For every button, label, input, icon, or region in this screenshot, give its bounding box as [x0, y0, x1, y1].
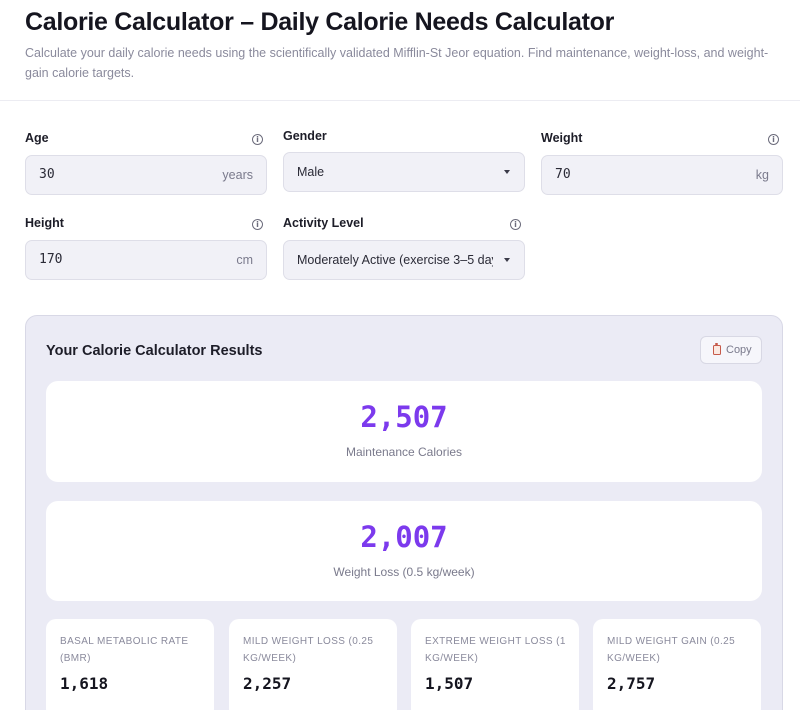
copy-label: Copy [726, 344, 752, 356]
weight-loss-caption: Weight Loss (0.5 kg/week) [333, 565, 475, 579]
stat-label: Extreme Weight Loss (1 kg/week) [425, 636, 566, 664]
stat-value: 2,757 [607, 674, 656, 693]
copy-button[interactable]: Copy [700, 336, 762, 364]
stat-card-mild-loss: Mild Weight Loss (0.25 kg/week) 2,257 [229, 619, 397, 710]
weight-label: Weight [541, 131, 583, 145]
weight-value: 70 [555, 167, 571, 182]
stat-card-mild-gain: Mild Weight Gain (0.25 kg/week) 2,757 [593, 619, 761, 710]
stat-value: 1,618 [60, 674, 109, 693]
maintenance-caption: Maintenance Calories [345, 445, 463, 459]
activity-label: Activity Level [283, 216, 364, 230]
weight-loss-card: 2,007 Weight Loss (0.5 kg/week) [46, 501, 762, 601]
weight-loss-value: 2,007 [360, 520, 448, 554]
age-value: 30 [39, 167, 55, 182]
stat-label: Mild Weight Loss (0.25 kg/week) [243, 636, 374, 664]
stat-label: Basal Metabolic Rate (BMR) [60, 636, 189, 664]
stat-value: 2,257 [243, 674, 292, 693]
weight-unit: kg [755, 168, 769, 182]
chevron-down-icon [504, 258, 510, 262]
chevron-down-icon [504, 170, 510, 174]
age-info-icon[interactable]: i [252, 134, 263, 145]
height-label: Height [25, 216, 64, 230]
height-unit: cm [236, 253, 253, 267]
activity-select[interactable]: Moderately Active (exercise 3–5 days/wee… [283, 240, 525, 280]
page-title: Calorie Calculator – Daily Calorie Needs… [25, 8, 615, 36]
page-subtitle: Calculate your daily calorie needs using… [25, 46, 769, 80]
age-unit: years [222, 168, 253, 182]
stat-card-extreme-loss: Extreme Weight Loss (1 kg/week) 1,507 [411, 619, 579, 710]
stat-label: Mild Weight Gain (0.25 kg/week) [607, 636, 736, 664]
page-header: Calorie Calculator – Daily Calorie Needs… [0, 0, 800, 101]
activity-value: Moderately Active (exercise 3–5 days/wee… [297, 253, 493, 267]
gender-label: Gender [283, 129, 327, 143]
height-value: 170 [39, 252, 63, 267]
clipboard-icon [713, 343, 721, 355]
maintenance-card: 2,507 Maintenance Calories [46, 381, 762, 482]
gender-select[interactable]: Male [283, 152, 525, 192]
activity-info-icon[interactable]: i [510, 219, 521, 230]
height-info-icon[interactable]: i [252, 219, 263, 230]
age-input[interactable]: 30 years [25, 155, 267, 195]
gender-value: Male [297, 165, 325, 179]
stat-card-bmr: Basal Metabolic Rate (BMR) 1,618 [46, 619, 214, 710]
stat-value: 1,507 [425, 674, 474, 693]
weight-info-icon[interactable]: i [768, 134, 779, 145]
maintenance-value: 2,507 [360, 400, 448, 434]
weight-input[interactable]: 70 kg [541, 155, 783, 195]
height-input[interactable]: 170 cm [25, 240, 267, 280]
results-title: Your Calorie Calculator Results [46, 343, 263, 359]
results-panel: Your Calorie Calculator Results Copy 2,5… [25, 315, 783, 710]
age-label: Age [25, 131, 49, 145]
